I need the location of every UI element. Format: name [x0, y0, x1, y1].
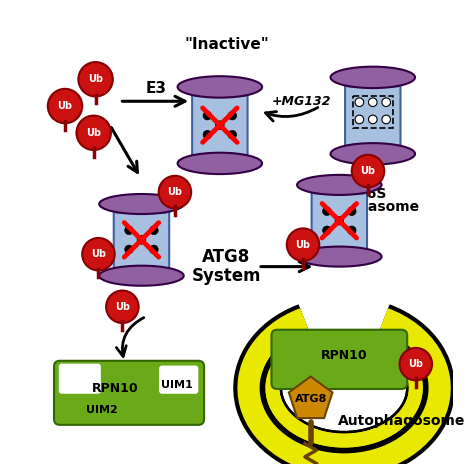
- Circle shape: [150, 245, 158, 254]
- Text: E3: E3: [146, 82, 166, 96]
- Circle shape: [335, 217, 344, 225]
- Circle shape: [106, 291, 138, 323]
- FancyBboxPatch shape: [345, 74, 401, 157]
- Circle shape: [203, 130, 212, 139]
- Circle shape: [48, 89, 82, 123]
- Circle shape: [355, 98, 364, 107]
- FancyBboxPatch shape: [347, 76, 399, 88]
- Text: UIM2: UIM2: [86, 405, 118, 415]
- FancyBboxPatch shape: [192, 84, 247, 166]
- Ellipse shape: [99, 194, 184, 214]
- Text: ATG8: ATG8: [294, 394, 327, 404]
- Circle shape: [355, 115, 364, 124]
- Polygon shape: [289, 376, 332, 418]
- Text: System: System: [192, 267, 261, 285]
- Text: Ub: Ub: [86, 128, 101, 138]
- Text: Ub: Ub: [167, 187, 182, 197]
- Ellipse shape: [297, 175, 382, 195]
- Circle shape: [323, 207, 331, 216]
- Circle shape: [159, 176, 191, 209]
- FancyBboxPatch shape: [194, 86, 246, 97]
- FancyBboxPatch shape: [313, 184, 365, 194]
- FancyBboxPatch shape: [272, 330, 407, 389]
- Circle shape: [82, 238, 115, 271]
- Circle shape: [382, 98, 391, 107]
- Circle shape: [382, 115, 391, 124]
- FancyBboxPatch shape: [59, 364, 101, 394]
- Text: "Inactive": "Inactive": [184, 37, 269, 52]
- Circle shape: [78, 62, 113, 97]
- Circle shape: [287, 228, 319, 261]
- Text: ATG8: ATG8: [202, 248, 251, 266]
- Text: Ub: Ub: [88, 74, 103, 84]
- Text: Proteasome: Proteasome: [326, 200, 420, 214]
- Circle shape: [347, 207, 356, 216]
- FancyBboxPatch shape: [159, 365, 198, 394]
- Text: Ub: Ub: [91, 249, 106, 259]
- Circle shape: [368, 115, 377, 124]
- Circle shape: [137, 236, 146, 244]
- Text: UIM1: UIM1: [161, 380, 193, 390]
- Circle shape: [125, 245, 133, 254]
- Circle shape: [352, 155, 384, 187]
- Circle shape: [228, 130, 237, 139]
- FancyBboxPatch shape: [311, 182, 367, 259]
- Circle shape: [323, 226, 331, 235]
- Ellipse shape: [297, 246, 382, 267]
- Ellipse shape: [99, 265, 184, 286]
- Text: RPN10: RPN10: [91, 383, 138, 395]
- Text: Ub: Ub: [57, 101, 73, 111]
- Ellipse shape: [178, 153, 262, 174]
- Circle shape: [228, 111, 237, 120]
- Ellipse shape: [330, 143, 415, 164]
- FancyBboxPatch shape: [114, 201, 169, 279]
- Circle shape: [203, 111, 212, 120]
- Circle shape: [216, 121, 224, 129]
- Text: Autophagosome: Autophagosome: [338, 414, 465, 428]
- Circle shape: [125, 226, 133, 235]
- Text: Ub: Ub: [115, 302, 130, 312]
- Circle shape: [368, 98, 377, 107]
- Circle shape: [347, 226, 356, 235]
- Text: RPN10: RPN10: [321, 349, 367, 362]
- Text: Ub: Ub: [361, 166, 375, 176]
- FancyBboxPatch shape: [54, 361, 204, 425]
- Text: +MG132: +MG132: [271, 95, 331, 108]
- Ellipse shape: [178, 76, 262, 98]
- Text: 26S: 26S: [358, 187, 387, 201]
- Circle shape: [400, 348, 432, 380]
- Text: Ub: Ub: [408, 359, 423, 369]
- FancyBboxPatch shape: [116, 203, 167, 214]
- Circle shape: [150, 226, 158, 235]
- Ellipse shape: [330, 67, 415, 88]
- Text: Ub: Ub: [295, 240, 310, 250]
- Circle shape: [76, 116, 111, 150]
